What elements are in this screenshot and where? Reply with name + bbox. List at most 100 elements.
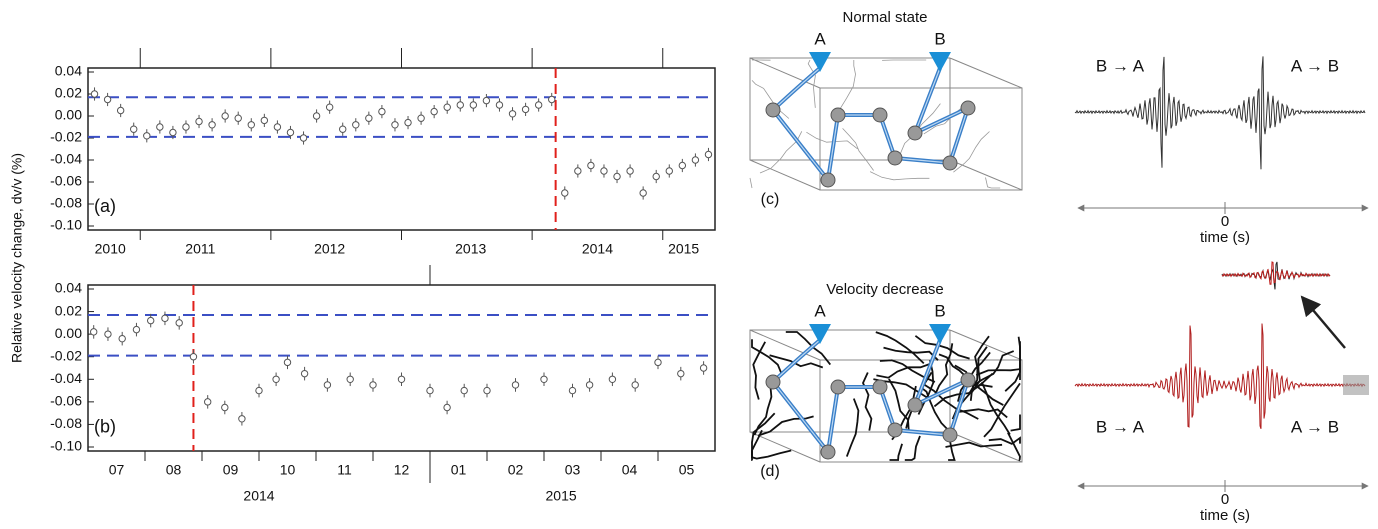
crack	[953, 131, 990, 173]
y-tick-label: 0.02	[55, 302, 82, 318]
y-axis-label: Relative velocity change, dv/v (%)	[9, 153, 25, 363]
crack	[807, 59, 816, 108]
waveform	[1074, 56, 1366, 170]
y-tick-label: -0.08	[50, 195, 82, 211]
panel-label: (b)	[94, 417, 116, 437]
data-point	[175, 319, 183, 327]
panel-label: (a)	[94, 196, 116, 216]
inset-arrow	[1300, 295, 1346, 349]
data-point	[161, 314, 169, 323]
data-point	[189, 353, 198, 361]
y-tick-label: 0.02	[55, 85, 82, 101]
data-point	[272, 375, 280, 383]
scatterer	[960, 372, 976, 388]
data-point	[238, 415, 246, 423]
x-tick-label: 2012	[314, 241, 345, 257]
data-point	[534, 101, 543, 109]
x-tick-label: 2015	[668, 241, 699, 257]
scatterer	[872, 107, 888, 123]
crack	[875, 331, 925, 365]
crack	[945, 441, 1003, 448]
data-point	[495, 101, 504, 109]
x-tick-label: 2013	[455, 241, 486, 257]
data-point	[691, 156, 700, 164]
station-marker	[809, 52, 831, 72]
station-label: A	[814, 301, 826, 320]
year-label: 2014	[243, 488, 274, 504]
data-point	[312, 112, 321, 120]
x-tick-label: 02	[508, 462, 524, 478]
data-point	[587, 161, 595, 170]
data-point	[143, 132, 151, 140]
crack	[1004, 341, 1021, 392]
scatterer	[887, 422, 903, 438]
data-point	[130, 125, 138, 133]
data-point	[600, 167, 608, 175]
station-marker	[929, 324, 951, 344]
y-tick-label: -0.02	[50, 347, 82, 363]
data-point	[608, 375, 617, 383]
data-point	[568, 386, 577, 395]
data-point	[521, 105, 530, 114]
panel-label: (c)	[761, 191, 780, 208]
data-point	[585, 381, 594, 389]
data-point	[639, 189, 647, 197]
scatterer	[960, 100, 976, 116]
waveform	[1074, 323, 1366, 429]
scatterer	[765, 102, 781, 118]
y-tick-label: -0.04	[50, 370, 82, 386]
scatterer	[907, 397, 923, 413]
crack	[842, 128, 874, 171]
x-tick-label: 2010	[95, 241, 126, 257]
crack	[969, 346, 988, 401]
crack	[920, 387, 952, 434]
station-label: B	[934, 29, 945, 48]
crack	[955, 408, 1008, 419]
crack	[975, 363, 1021, 376]
scatterer	[907, 125, 923, 141]
crack	[751, 449, 792, 460]
scatterer	[820, 172, 836, 188]
time-label: time (s)	[1200, 507, 1250, 524]
crack	[957, 351, 991, 402]
data-point	[613, 172, 621, 181]
data-point	[204, 398, 212, 406]
direction-label: B → A	[1096, 56, 1145, 75]
x-tick-label: 11	[337, 462, 352, 478]
time-label: time (s)	[1200, 229, 1250, 246]
zero-label: 0	[1221, 213, 1229, 230]
y-tick-label: -0.04	[50, 151, 82, 167]
diagram: A B Normal state (c)	[749, 9, 1023, 208]
data-point	[255, 386, 263, 395]
x-tick-label: 04	[622, 462, 638, 478]
scatterer	[887, 150, 903, 166]
y-tick-label: -0.10	[50, 438, 82, 454]
crack	[904, 435, 921, 461]
data-point	[548, 95, 556, 104]
scatterer	[942, 155, 958, 171]
scatterer	[765, 374, 781, 390]
data-point	[247, 121, 255, 129]
crack	[757, 415, 814, 437]
data-point	[404, 118, 412, 127]
zero-label: 0	[1221, 491, 1229, 508]
data-point	[339, 125, 347, 133]
data-point	[103, 95, 112, 104]
crack	[876, 362, 933, 379]
y-tick-label: 0.04	[55, 280, 82, 296]
ray-path	[770, 66, 972, 185]
scatterer	[830, 379, 846, 395]
scatterer	[820, 444, 836, 460]
data-point	[631, 381, 639, 389]
x-tick-label: 10	[280, 462, 296, 478]
data-point	[221, 403, 229, 412]
data-point	[417, 114, 425, 122]
data-point	[325, 103, 334, 111]
plot-frame	[87, 284, 716, 452]
data-point	[426, 386, 434, 395]
data-point	[118, 334, 126, 343]
data-point	[104, 330, 112, 338]
crack	[917, 360, 935, 415]
data-point	[540, 375, 548, 383]
x-tick-label: 03	[565, 462, 581, 478]
